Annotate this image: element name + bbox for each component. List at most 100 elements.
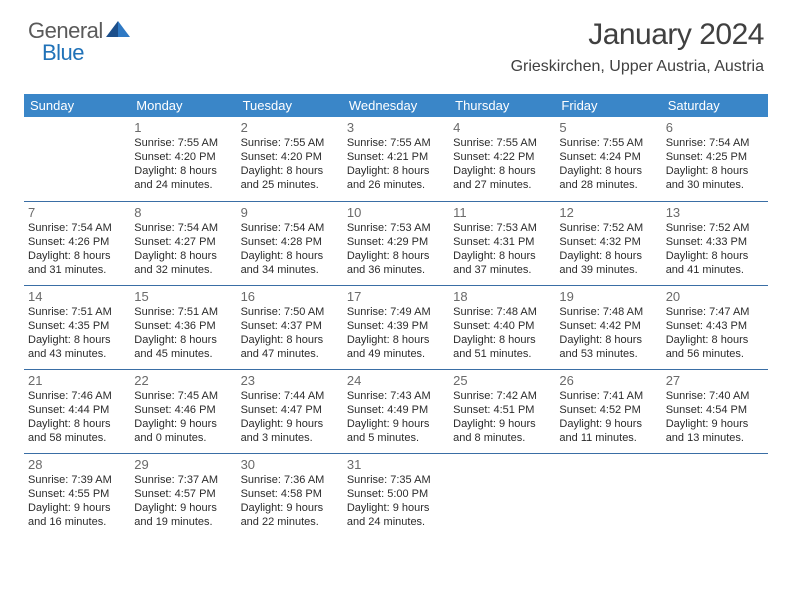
month-title: January 2024	[511, 18, 764, 52]
calendar-cell: 16Sunrise: 7:50 AMSunset: 4:37 PMDayligh…	[237, 285, 343, 369]
day-number: 16	[241, 289, 339, 304]
day-info: Sunrise: 7:40 AMSunset: 4:54 PMDaylight:…	[666, 389, 764, 445]
day-info: Sunrise: 7:37 AMSunset: 4:57 PMDaylight:…	[134, 473, 232, 529]
calendar-cell: 9Sunrise: 7:54 AMSunset: 4:28 PMDaylight…	[237, 201, 343, 285]
day-number: 8	[134, 205, 232, 220]
day-number: 6	[666, 120, 764, 135]
day-info: Sunrise: 7:39 AMSunset: 4:55 PMDaylight:…	[28, 473, 126, 529]
calendar-cell: 17Sunrise: 7:49 AMSunset: 4:39 PMDayligh…	[343, 285, 449, 369]
day-info: Sunrise: 7:48 AMSunset: 4:42 PMDaylight:…	[559, 305, 657, 361]
day-number: 7	[28, 205, 126, 220]
day-info: Sunrise: 7:52 AMSunset: 4:32 PMDaylight:…	[559, 221, 657, 277]
day-number: 29	[134, 457, 232, 472]
day-number: 10	[347, 205, 445, 220]
day-number: 14	[28, 289, 126, 304]
day-info: Sunrise: 7:53 AMSunset: 4:29 PMDaylight:…	[347, 221, 445, 277]
day-info: Sunrise: 7:55 AMSunset: 4:24 PMDaylight:…	[559, 136, 657, 192]
calendar-cell: 20Sunrise: 7:47 AMSunset: 4:43 PMDayligh…	[662, 285, 768, 369]
day-info: Sunrise: 7:51 AMSunset: 4:35 PMDaylight:…	[28, 305, 126, 361]
calendar-cell: 8Sunrise: 7:54 AMSunset: 4:27 PMDaylight…	[130, 201, 236, 285]
day-info: Sunrise: 7:36 AMSunset: 4:58 PMDaylight:…	[241, 473, 339, 529]
calendar-cell	[555, 453, 661, 537]
calendar-row: 1Sunrise: 7:55 AMSunset: 4:20 PMDaylight…	[24, 117, 768, 201]
calendar-row: 28Sunrise: 7:39 AMSunset: 4:55 PMDayligh…	[24, 453, 768, 537]
calendar-cell: 27Sunrise: 7:40 AMSunset: 4:54 PMDayligh…	[662, 369, 768, 453]
day-info: Sunrise: 7:49 AMSunset: 4:39 PMDaylight:…	[347, 305, 445, 361]
calendar-cell: 7Sunrise: 7:54 AMSunset: 4:26 PMDaylight…	[24, 201, 130, 285]
calendar-table: SundayMondayTuesdayWednesdayThursdayFrid…	[24, 94, 768, 537]
calendar-cell: 21Sunrise: 7:46 AMSunset: 4:44 PMDayligh…	[24, 369, 130, 453]
calendar-cell: 25Sunrise: 7:42 AMSunset: 4:51 PMDayligh…	[449, 369, 555, 453]
calendar-cell: 28Sunrise: 7:39 AMSunset: 4:55 PMDayligh…	[24, 453, 130, 537]
day-number: 12	[559, 205, 657, 220]
day-info: Sunrise: 7:46 AMSunset: 4:44 PMDaylight:…	[28, 389, 126, 445]
calendar-cell: 13Sunrise: 7:52 AMSunset: 4:33 PMDayligh…	[662, 201, 768, 285]
calendar-cell: 18Sunrise: 7:48 AMSunset: 4:40 PMDayligh…	[449, 285, 555, 369]
calendar-cell: 26Sunrise: 7:41 AMSunset: 4:52 PMDayligh…	[555, 369, 661, 453]
weekday-header: Tuesday	[237, 94, 343, 117]
day-info: Sunrise: 7:52 AMSunset: 4:33 PMDaylight:…	[666, 221, 764, 277]
day-info: Sunrise: 7:44 AMSunset: 4:47 PMDaylight:…	[241, 389, 339, 445]
calendar-cell: 12Sunrise: 7:52 AMSunset: 4:32 PMDayligh…	[555, 201, 661, 285]
title-block: January 2024 Grieskirchen, Upper Austria…	[511, 18, 764, 76]
weekday-header: Thursday	[449, 94, 555, 117]
calendar-row: 14Sunrise: 7:51 AMSunset: 4:35 PMDayligh…	[24, 285, 768, 369]
calendar-cell: 14Sunrise: 7:51 AMSunset: 4:35 PMDayligh…	[24, 285, 130, 369]
day-info: Sunrise: 7:45 AMSunset: 4:46 PMDaylight:…	[134, 389, 232, 445]
day-number: 17	[347, 289, 445, 304]
calendar-cell: 11Sunrise: 7:53 AMSunset: 4:31 PMDayligh…	[449, 201, 555, 285]
weekday-header: Monday	[130, 94, 236, 117]
calendar-body: 1Sunrise: 7:55 AMSunset: 4:20 PMDaylight…	[24, 117, 768, 537]
day-number: 24	[347, 373, 445, 388]
day-number: 13	[666, 205, 764, 220]
calendar-cell: 1Sunrise: 7:55 AMSunset: 4:20 PMDaylight…	[130, 117, 236, 201]
calendar-cell: 22Sunrise: 7:45 AMSunset: 4:46 PMDayligh…	[130, 369, 236, 453]
day-info: Sunrise: 7:43 AMSunset: 4:49 PMDaylight:…	[347, 389, 445, 445]
day-info: Sunrise: 7:55 AMSunset: 4:20 PMDaylight:…	[134, 136, 232, 192]
calendar-cell: 24Sunrise: 7:43 AMSunset: 4:49 PMDayligh…	[343, 369, 449, 453]
weekday-header: Wednesday	[343, 94, 449, 117]
day-number: 21	[28, 373, 126, 388]
calendar-cell: 15Sunrise: 7:51 AMSunset: 4:36 PMDayligh…	[130, 285, 236, 369]
day-number: 28	[28, 457, 126, 472]
logo-triangle-icon	[105, 19, 131, 44]
day-info: Sunrise: 7:55 AMSunset: 4:21 PMDaylight:…	[347, 136, 445, 192]
day-number: 2	[241, 120, 339, 135]
logo: General Blue	[28, 18, 131, 66]
day-number: 4	[453, 120, 551, 135]
day-number: 19	[559, 289, 657, 304]
day-info: Sunrise: 7:42 AMSunset: 4:51 PMDaylight:…	[453, 389, 551, 445]
calendar-cell	[449, 453, 555, 537]
day-number: 5	[559, 120, 657, 135]
day-number: 9	[241, 205, 339, 220]
day-number: 25	[453, 373, 551, 388]
calendar-cell	[662, 453, 768, 537]
day-number: 3	[347, 120, 445, 135]
calendar-cell: 10Sunrise: 7:53 AMSunset: 4:29 PMDayligh…	[343, 201, 449, 285]
day-info: Sunrise: 7:35 AMSunset: 5:00 PMDaylight:…	[347, 473, 445, 529]
weekday-header: Saturday	[662, 94, 768, 117]
location-text: Grieskirchen, Upper Austria, Austria	[511, 58, 764, 76]
calendar-cell: 23Sunrise: 7:44 AMSunset: 4:47 PMDayligh…	[237, 369, 343, 453]
day-number: 20	[666, 289, 764, 304]
day-number: 26	[559, 373, 657, 388]
page-header: General Blue January 2024 Grieskirchen, …	[0, 0, 792, 84]
weekday-header-row: SundayMondayTuesdayWednesdayThursdayFrid…	[24, 94, 768, 117]
weekday-header: Sunday	[24, 94, 130, 117]
calendar-cell: 30Sunrise: 7:36 AMSunset: 4:58 PMDayligh…	[237, 453, 343, 537]
day-number: 1	[134, 120, 232, 135]
day-info: Sunrise: 7:41 AMSunset: 4:52 PMDaylight:…	[559, 389, 657, 445]
day-number: 22	[134, 373, 232, 388]
calendar-cell	[24, 117, 130, 201]
day-info: Sunrise: 7:51 AMSunset: 4:36 PMDaylight:…	[134, 305, 232, 361]
day-info: Sunrise: 7:50 AMSunset: 4:37 PMDaylight:…	[241, 305, 339, 361]
calendar-cell: 19Sunrise: 7:48 AMSunset: 4:42 PMDayligh…	[555, 285, 661, 369]
day-number: 30	[241, 457, 339, 472]
calendar-cell: 2Sunrise: 7:55 AMSunset: 4:20 PMDaylight…	[237, 117, 343, 201]
calendar-cell: 3Sunrise: 7:55 AMSunset: 4:21 PMDaylight…	[343, 117, 449, 201]
day-info: Sunrise: 7:55 AMSunset: 4:22 PMDaylight:…	[453, 136, 551, 192]
day-number: 15	[134, 289, 232, 304]
weekday-header: Friday	[555, 94, 661, 117]
day-info: Sunrise: 7:54 AMSunset: 4:27 PMDaylight:…	[134, 221, 232, 277]
day-info: Sunrise: 7:48 AMSunset: 4:40 PMDaylight:…	[453, 305, 551, 361]
